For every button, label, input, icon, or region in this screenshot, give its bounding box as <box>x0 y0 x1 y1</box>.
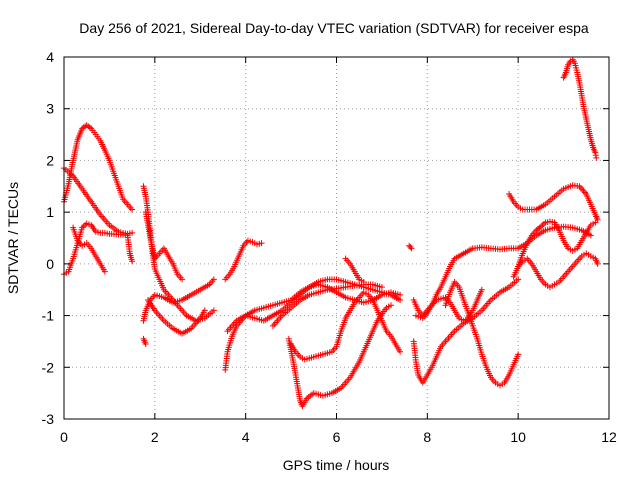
y-tick-label: 0 <box>46 256 54 272</box>
y-tick-label: 3 <box>46 101 54 117</box>
data-point <box>593 154 600 161</box>
data-point <box>210 276 217 283</box>
y-axis-label: SDTVAR / TECUs <box>5 182 21 294</box>
x-axis-label: GPS time / hours <box>283 457 390 473</box>
series-track-r <box>410 276 522 386</box>
x-tick-label: 12 <box>601 429 617 445</box>
data-point <box>408 245 415 252</box>
y-tick-label: -2 <box>42 359 55 375</box>
series-track-k <box>224 281 404 335</box>
data-point <box>515 276 522 283</box>
data-point <box>179 276 186 283</box>
x-tick-labels: 0 2 4 6 8 10 12 <box>60 429 617 445</box>
series-track-l <box>222 237 265 283</box>
data-point <box>397 297 404 304</box>
data-point <box>360 278 367 285</box>
x-tick-label: 0 <box>60 429 68 445</box>
data-point <box>388 302 394 309</box>
series-track-m <box>269 281 385 329</box>
series-track-h <box>145 297 208 337</box>
plot-frame <box>63 56 610 420</box>
chart-title: Day 256 of 2021, Sidereal Day-to-day VTE… <box>79 20 589 36</box>
series-track-a <box>61 122 136 213</box>
series-track-o <box>288 289 404 363</box>
series-track-u <box>442 278 522 389</box>
x-tick-label: 8 <box>423 429 431 445</box>
data-point <box>258 240 265 247</box>
y-tick-label: 2 <box>46 152 54 168</box>
data-point <box>101 268 108 275</box>
data-point <box>587 232 594 239</box>
series-track-n <box>285 302 394 410</box>
data-point <box>397 348 404 355</box>
y-tick-label: 1 <box>46 204 54 220</box>
series-track-i <box>140 335 149 348</box>
series-track-q <box>406 242 415 252</box>
x-tick-label: 10 <box>510 429 526 445</box>
series-track-e <box>140 183 217 324</box>
series-track-y <box>560 56 600 161</box>
y-tick-labels: -3 -2 -1 0 1 2 3 4 <box>42 49 55 427</box>
x-tick-label: 4 <box>242 429 250 445</box>
series-track-v <box>506 182 601 223</box>
data-point <box>594 260 601 267</box>
series-track-x <box>515 250 601 291</box>
y-tick-label: -3 <box>42 411 55 427</box>
series-track-p <box>342 255 367 285</box>
series-track-f <box>142 209 186 283</box>
series-track-d <box>70 224 108 275</box>
data-point <box>515 351 522 358</box>
data-point <box>407 244 414 251</box>
data-point <box>478 286 485 293</box>
data-point <box>129 258 136 265</box>
data-point <box>142 341 149 348</box>
data-point <box>201 307 208 314</box>
x-tick-label: 2 <box>151 429 159 445</box>
data-point <box>210 307 217 314</box>
data-point <box>592 219 599 226</box>
x-tick-label: 6 <box>333 429 341 445</box>
series-track-c <box>61 220 136 278</box>
data-point <box>579 186 586 193</box>
data-point <box>580 187 587 194</box>
grid-lines <box>64 57 609 419</box>
data-point <box>129 206 136 213</box>
data-point <box>397 291 404 298</box>
data-point <box>378 284 385 291</box>
data-point <box>82 221 89 228</box>
data-point <box>129 229 136 236</box>
y-tick-label: -1 <box>42 308 55 324</box>
series-track-g <box>140 276 217 324</box>
data-points <box>61 56 601 410</box>
y-tick-label: 4 <box>46 49 54 65</box>
